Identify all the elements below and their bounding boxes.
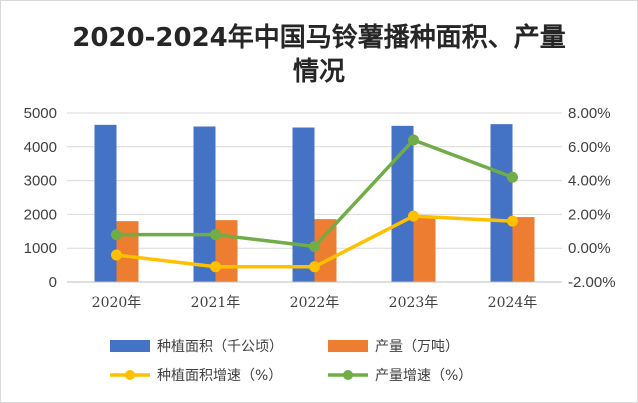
bar-area (292, 127, 315, 282)
legend-label: 产量（万吨） (375, 339, 459, 355)
left-tick-label: 1000 (24, 240, 57, 257)
left-tick-label: 2000 (24, 206, 57, 223)
line-point-2 (111, 249, 122, 261)
left-tick-label: 0 (49, 274, 57, 291)
line-point-2 (309, 261, 320, 273)
line-point-2 (507, 215, 518, 227)
bar-area (391, 125, 414, 283)
right-tick-label: 2.00% (568, 206, 611, 223)
line-point-3 (408, 134, 419, 146)
line-series (111, 134, 518, 273)
left-tick-label: 5000 (24, 105, 57, 122)
right-tick-label: 8.00% (568, 105, 611, 122)
legend-swatch-marker (343, 370, 353, 380)
line-point-3 (111, 229, 122, 241)
bar-area (193, 126, 216, 283)
category-axis: 2020年 2021年 2022年 2023年 2024年 (67, 281, 562, 311)
bar-output (215, 220, 238, 282)
legend-label: 种植面积增速（%） (157, 368, 282, 384)
legend-swatch (328, 340, 368, 352)
left-tick-label: 3000 (24, 173, 57, 190)
category-label: 2020年 (92, 295, 142, 311)
line-point-3 (309, 241, 320, 253)
category-label: 2021年 (191, 295, 241, 311)
right-tick-label: 6.00% (568, 139, 611, 156)
legend-label: 种植面积（千公顷） (157, 339, 283, 355)
right-tick-label: 4.00% (568, 173, 611, 190)
category-label: 2024年 (488, 295, 538, 311)
chart-title-line1: 2020-2024年中国马铃薯播种面积、产量 (72, 22, 566, 53)
line-point-3 (507, 171, 518, 183)
bar-output (314, 219, 337, 282)
line-point-2 (210, 261, 221, 273)
left-tick-label: 4000 (24, 139, 57, 156)
legend-label: 产量增速（%） (375, 368, 472, 384)
line-point-2 (408, 210, 419, 222)
right-tick-label: -2.00% (568, 274, 616, 291)
bar-series (94, 124, 535, 283)
bar-area (490, 124, 513, 283)
category-label: 2023年 (389, 295, 439, 311)
bar-output (512, 217, 535, 282)
bar-area (94, 124, 117, 282)
left-axis: 0 1000 2000 3000 4000 5000 (24, 105, 57, 291)
bar-output (413, 217, 436, 282)
legend: 种植面积（千公顷） 产量（万吨） 种植面积增速（%） 产量增速（%） (110, 339, 472, 384)
legend-swatch (110, 340, 150, 352)
category-label: 2022年 (290, 295, 340, 311)
legend-swatch-marker (125, 370, 135, 380)
right-axis: -2.00% 0.00% 2.00% 4.00% 6.00% 8.00% (568, 105, 616, 291)
chart-title-line2: 情况 (293, 57, 345, 87)
line-point-3 (210, 229, 221, 241)
right-tick-label: 0.00% (568, 240, 611, 257)
